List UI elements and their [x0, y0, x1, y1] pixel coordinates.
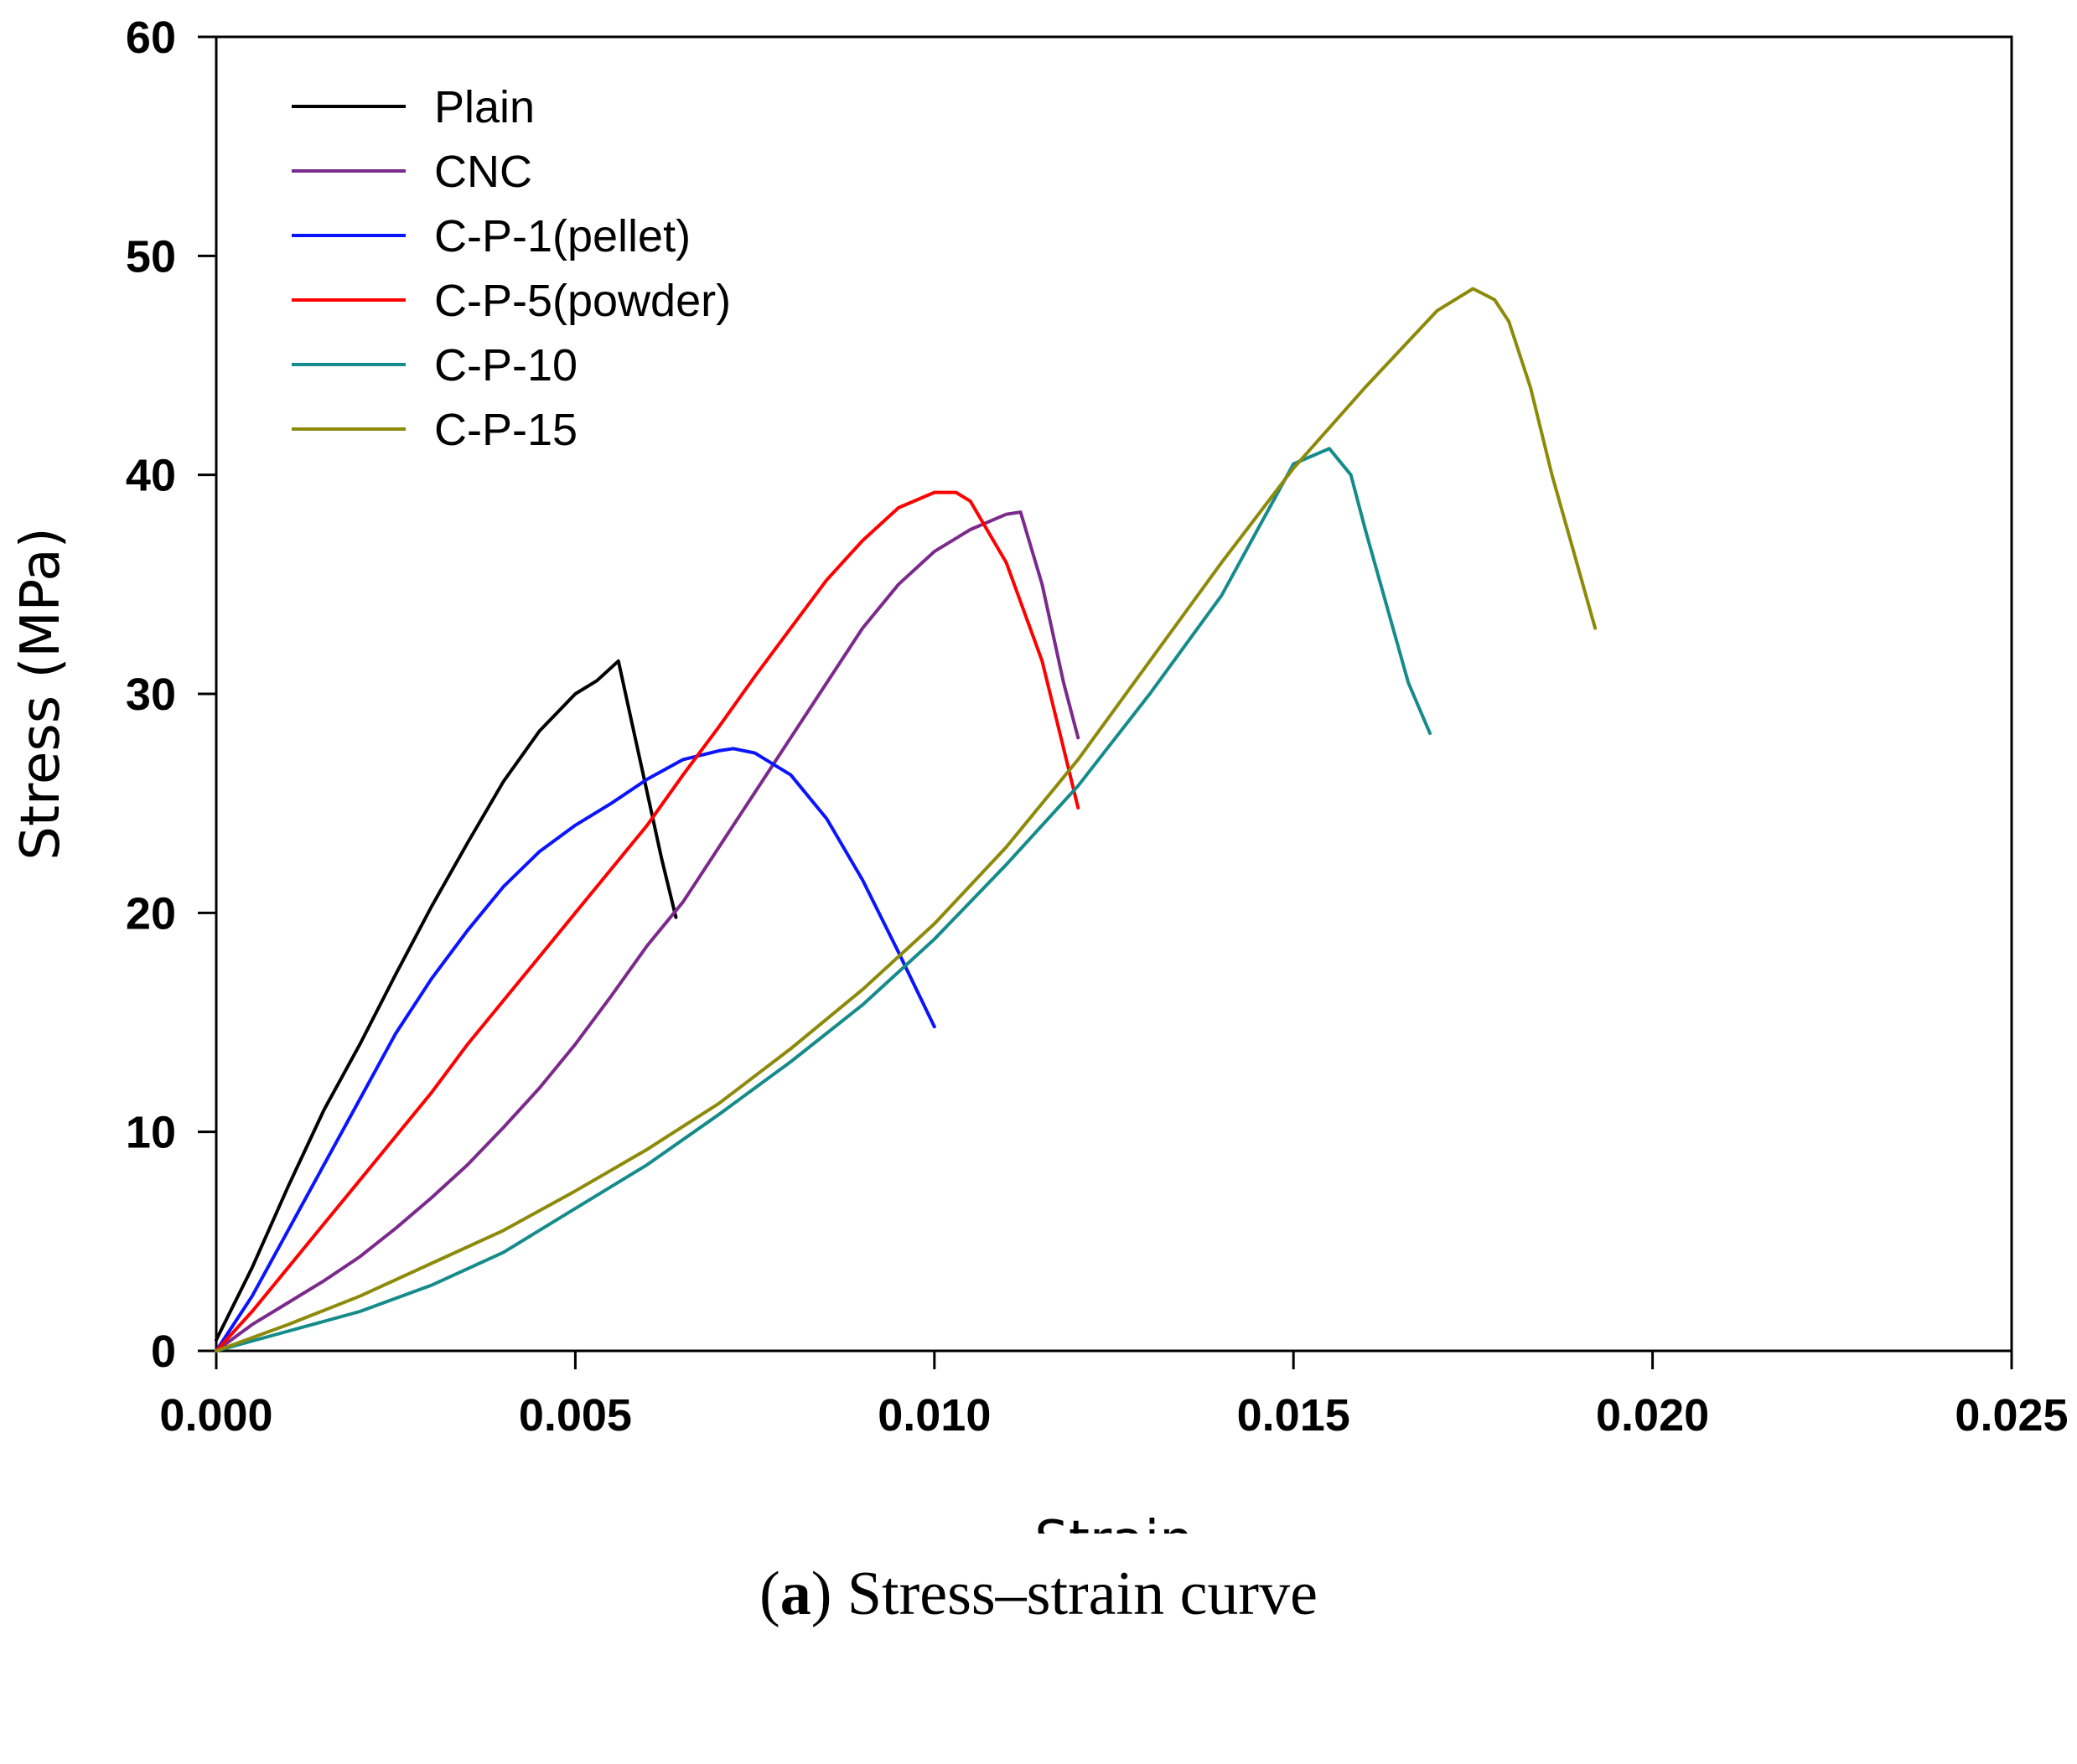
- y-tick-label: 50: [126, 231, 176, 282]
- x-tick-label: 0.010: [878, 1390, 991, 1441]
- caption-text: Stress–strain curve: [831, 1560, 1318, 1628]
- figure-caption: (a) Stress–strain curve: [759, 1560, 1318, 1628]
- series-line-c-p-15: [215, 287, 1598, 1353]
- y-axis-title: Stress (MPa): [10, 527, 72, 860]
- series-line-plain: [215, 659, 678, 1342]
- stress-strain-chart: 0.000 0.005 0.010 0.015 0.020 0.025 0 10 20 30 40…: [10, 13, 2069, 1534]
- legend-label: C-P-5(powder): [434, 276, 731, 326]
- x-tick-label: 0.025: [1955, 1390, 2068, 1441]
- legend-label: C-P-10: [434, 340, 578, 391]
- y-tick-label: 20: [126, 888, 176, 939]
- legend: Plain CNC C-P-1(pellet) C-P-5(powder) C-P-10…: [292, 82, 731, 455]
- series-line-c-p-5-powder: [215, 490, 1080, 1353]
- legend-label: C-P-1(pellet): [434, 211, 691, 261]
- series-line-c-p-10: [215, 447, 1432, 1353]
- y-tick-label: 0: [151, 1327, 176, 1377]
- x-tick-label: 0.000: [159, 1390, 272, 1441]
- legend-label: Plain: [434, 82, 535, 132]
- series-line-cnc: [215, 510, 1080, 1353]
- caption-label: a: [780, 1560, 811, 1628]
- x-axis: 0.000 0.005 0.010 0.015 0.020 0.025: [159, 1351, 2069, 1441]
- x-tick-label: 0.015: [1237, 1390, 1350, 1441]
- legend-label: C-P-15: [434, 405, 578, 455]
- y-tick-label: 40: [126, 451, 176, 501]
- legend-label: CNC: [434, 147, 532, 197]
- y-tick-label: 10: [126, 1108, 176, 1158]
- x-tick-label: 0.005: [519, 1390, 632, 1441]
- y-axis: 0 10 20 30 40 50 60: [126, 13, 216, 1377]
- y-tick-label: 30: [126, 670, 176, 720]
- x-tick-label: 0.020: [1596, 1390, 1709, 1441]
- plot-series: [215, 287, 1598, 1353]
- series-line-c-p-1-pellet: [215, 747, 936, 1353]
- x-axis-title: Strain: [1034, 1510, 1194, 1534]
- y-tick-label: 60: [126, 13, 176, 63]
